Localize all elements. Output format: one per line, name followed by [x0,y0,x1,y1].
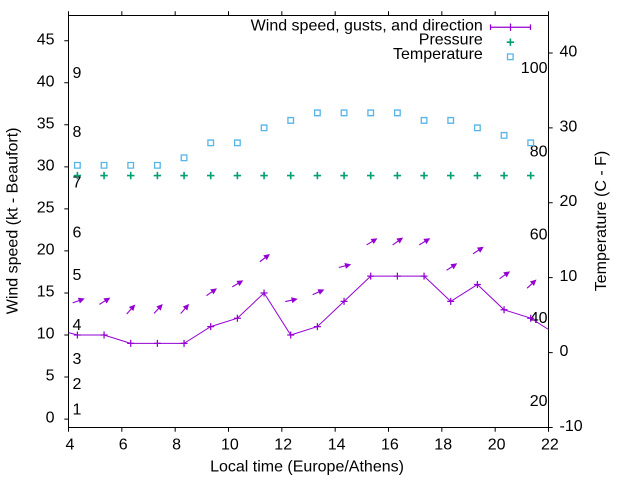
svg-text:9: 9 [72,65,81,82]
svg-text:Temperature (C - F): Temperature (C - F) [593,151,610,291]
svg-text:40: 40 [37,73,55,90]
svg-text:Wind speed, gusts, and directi: Wind speed, gusts, and direction [251,17,483,34]
svg-text:100: 100 [521,60,548,77]
svg-text:12: 12 [274,437,292,454]
svg-text:30: 30 [37,157,55,174]
svg-text:15: 15 [37,284,55,301]
svg-text:5: 5 [72,267,81,284]
svg-text:18: 18 [434,437,452,454]
svg-text:2: 2 [72,376,81,393]
svg-text:4: 4 [65,437,74,454]
svg-text:10: 10 [560,268,578,285]
svg-text:16: 16 [381,437,399,454]
svg-text:10: 10 [37,326,55,343]
svg-text:35: 35 [37,115,55,132]
svg-text:10: 10 [221,437,239,454]
svg-text:4: 4 [72,317,81,334]
svg-text:8: 8 [72,124,81,141]
svg-text:20: 20 [488,437,506,454]
svg-text:6: 6 [119,437,128,454]
svg-text:20: 20 [530,393,548,410]
svg-text:Wind speed (kt - Beaufort): Wind speed (kt - Beaufort) [5,128,22,315]
svg-text:14: 14 [328,437,346,454]
svg-text:25: 25 [37,200,55,217]
svg-text:6: 6 [72,225,81,242]
svg-text:22: 22 [541,437,559,454]
svg-text:-10: -10 [560,418,583,435]
svg-text:80: 80 [530,143,548,160]
svg-text:60: 60 [530,227,548,244]
svg-text:0: 0 [46,410,55,427]
svg-text:1: 1 [72,401,81,418]
svg-text:7: 7 [72,174,81,191]
svg-text:0: 0 [560,343,569,360]
svg-text:Local time (Europe/Athens): Local time (Europe/Athens) [210,458,404,475]
svg-text:8: 8 [172,437,181,454]
svg-text:40: 40 [560,43,578,60]
svg-text:20: 20 [37,242,55,259]
svg-text:30: 30 [560,118,578,135]
svg-text:5: 5 [46,368,55,385]
svg-text:Pressure: Pressure [419,32,483,49]
svg-text:40: 40 [530,310,548,327]
svg-text:20: 20 [560,193,578,210]
svg-text:3: 3 [72,351,81,368]
svg-text:45: 45 [37,31,55,48]
svg-text:Temperature: Temperature [393,46,483,63]
